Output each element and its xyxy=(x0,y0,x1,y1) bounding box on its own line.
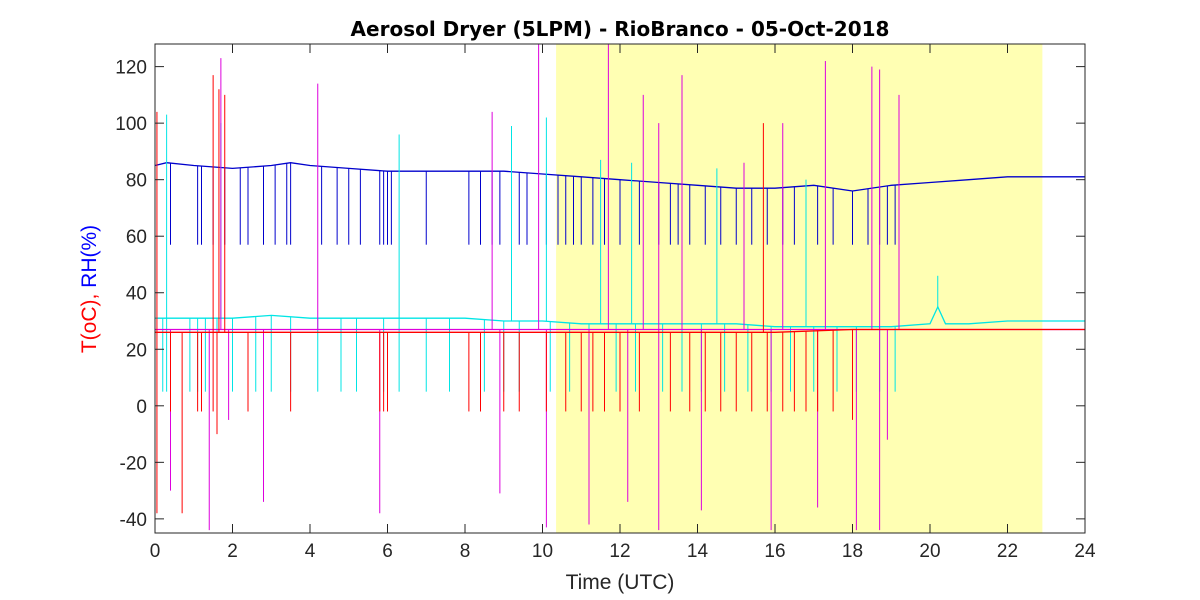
x-tick-label: 14 xyxy=(687,541,709,562)
x-tick-label: 18 xyxy=(842,541,863,562)
y-axis-label-humidity: RH(%) xyxy=(78,225,101,288)
y-tick-label: 40 xyxy=(126,284,147,305)
y-tick-label: -40 xyxy=(120,510,147,531)
y-tick-label: 100 xyxy=(115,114,147,135)
x-tick-label: 8 xyxy=(460,541,471,562)
y-tick-label: 80 xyxy=(126,171,147,192)
y-tick-label: 20 xyxy=(126,340,147,361)
chart-title: Aerosol Dryer (5LPM) - RioBranco - 05-Oc… xyxy=(351,17,890,41)
x-axis-label: Time (UTC) xyxy=(566,571,675,594)
y-tick-label: -20 xyxy=(120,453,147,474)
y-tick-label: 60 xyxy=(126,227,147,248)
x-tick-label: 24 xyxy=(1074,541,1096,562)
x-tick-label: 4 xyxy=(305,541,316,562)
series-0 xyxy=(155,162,1085,245)
x-tick-label: 22 xyxy=(997,541,1018,562)
x-tick-label: 20 xyxy=(919,541,940,562)
y-tick-label: 0 xyxy=(136,397,147,418)
x-tick-label: 16 xyxy=(764,541,785,562)
series-group xyxy=(155,44,1085,531)
x-tick-label: 12 xyxy=(609,541,630,562)
shaded-region xyxy=(556,44,1043,533)
x-tick-label: 6 xyxy=(382,541,393,562)
x-tick-label: 2 xyxy=(227,541,238,562)
series-3 xyxy=(155,75,1085,514)
plot-area xyxy=(155,44,1085,533)
x-tick-label: 0 xyxy=(150,541,161,562)
series-3-line xyxy=(155,328,1085,333)
y-axis-label-temperature: T(oC), xyxy=(78,294,101,354)
y-tick-label: 120 xyxy=(115,58,147,79)
y-axis-label: T(oC), RH(%) xyxy=(78,225,101,353)
series-0-line xyxy=(155,162,1085,192)
axes: 0 2 4 6 8 10 12 14 16 18 20 22 24-40-200204060801001… xyxy=(115,43,1096,562)
x-tick-label: 10 xyxy=(532,541,553,562)
